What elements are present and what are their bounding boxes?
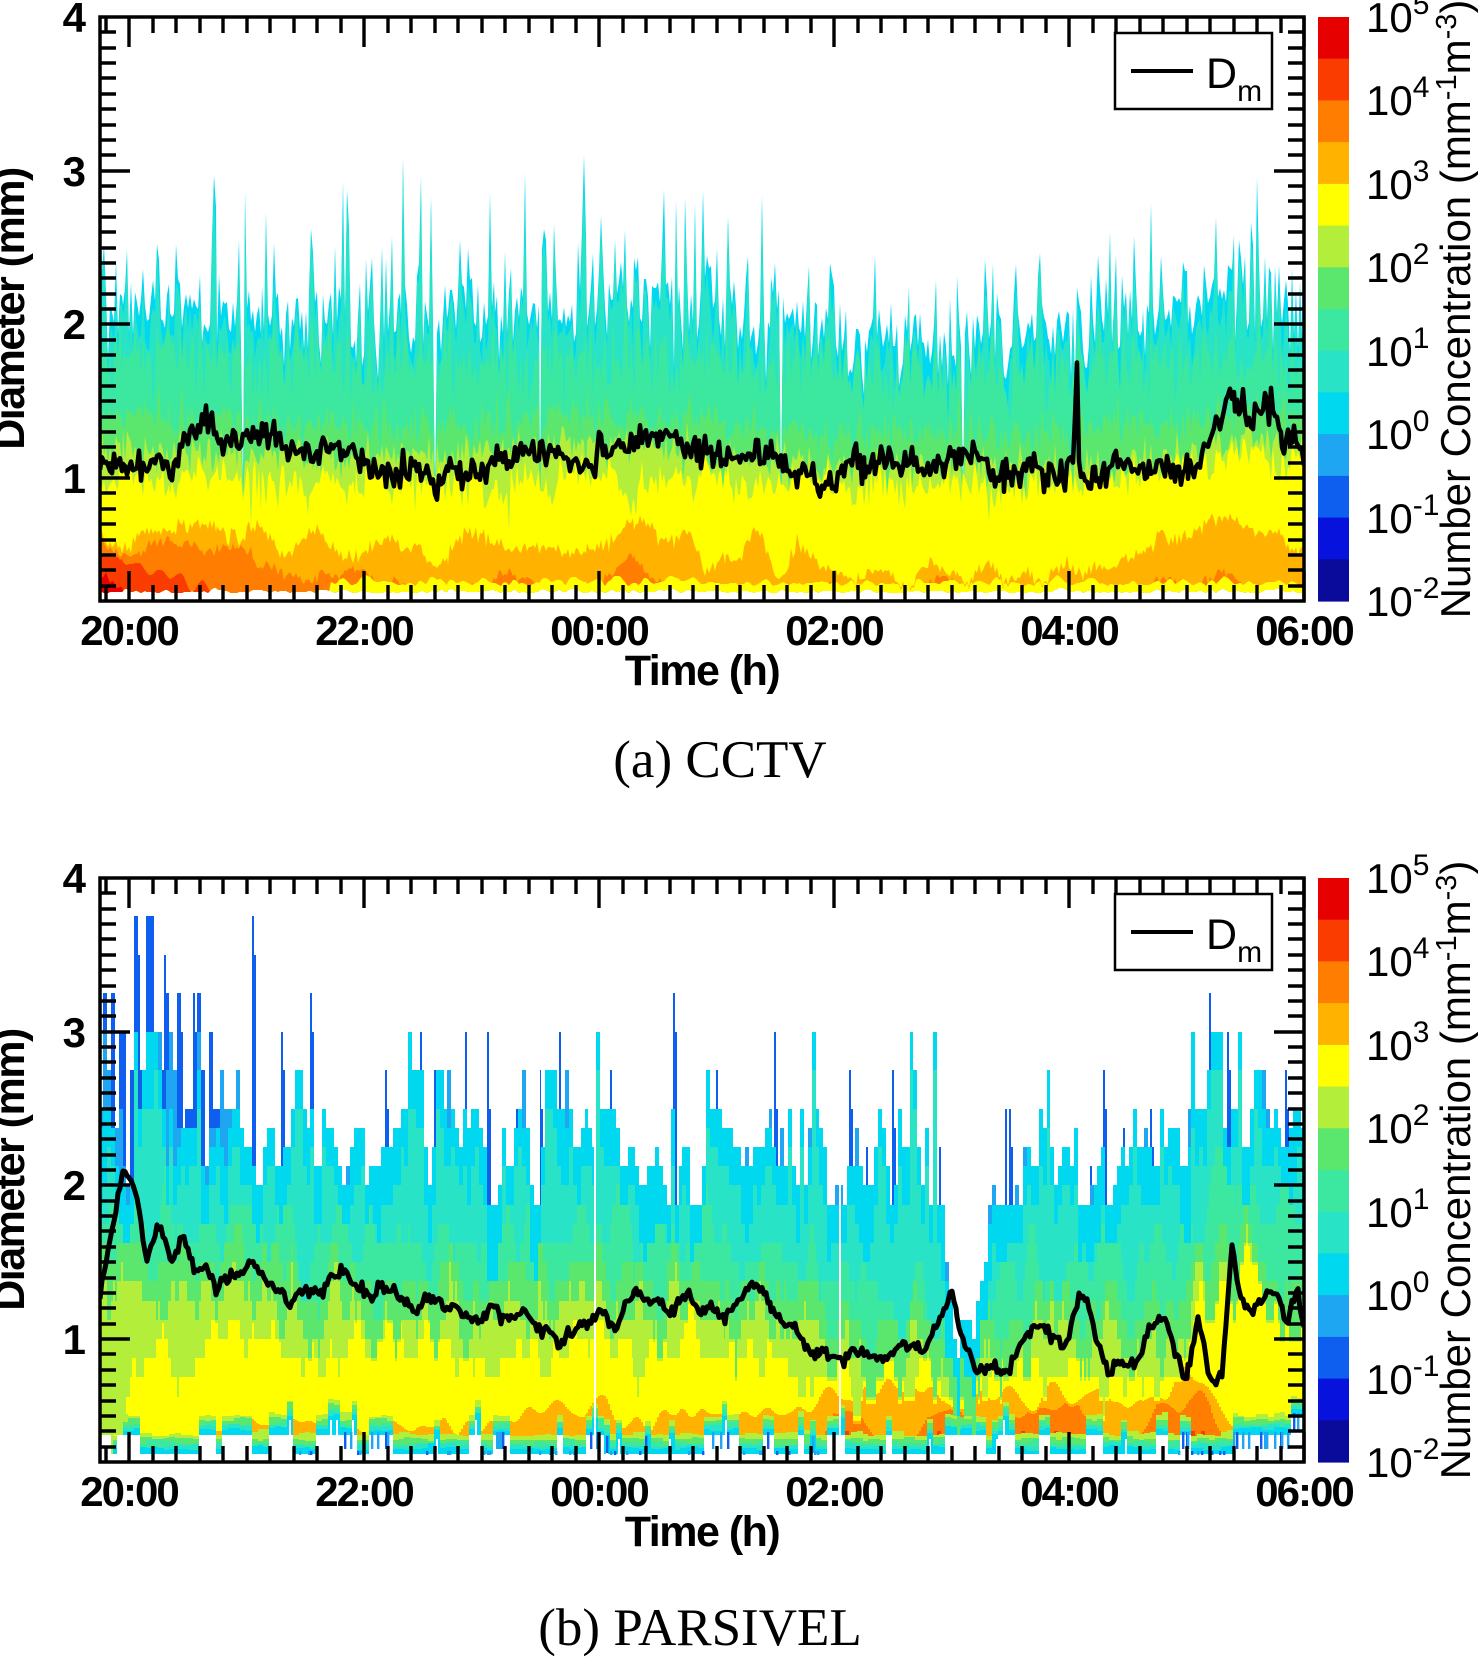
svg-text:20:00: 20:00 <box>80 1468 178 1515</box>
svg-text:4: 4 <box>63 855 87 902</box>
svg-text:Diameter (mm): Diameter (mm) <box>0 1029 34 1311</box>
svg-text:00:00: 00:00 <box>550 607 648 654</box>
svg-text:Number Concentration (mm-1m-3): Number Concentration (mm-1m-3) <box>1431 0 1478 618</box>
svg-text:02:00: 02:00 <box>785 607 883 654</box>
svg-text:04:00: 04:00 <box>1020 607 1118 654</box>
svg-text:101: 101 <box>1366 322 1429 375</box>
svg-text:02:00: 02:00 <box>785 1468 883 1515</box>
svg-text:22:00: 22:00 <box>315 607 413 654</box>
svg-text:102: 102 <box>1366 238 1429 291</box>
svg-text:(a) CCTV: (a) CCTV <box>613 731 826 789</box>
svg-text:Time (h): Time (h) <box>625 1508 780 1556</box>
svg-text:103: 103 <box>1366 1016 1429 1069</box>
svg-text:3: 3 <box>63 1009 85 1056</box>
svg-text:Diameter (mm): Diameter (mm) <box>0 168 34 450</box>
svg-text:1: 1 <box>63 1316 86 1363</box>
svg-text:06:00: 06:00 <box>1255 1468 1353 1515</box>
svg-text:4: 4 <box>63 0 87 41</box>
svg-text:22:00: 22:00 <box>315 1468 413 1515</box>
svg-text:2: 2 <box>63 301 85 348</box>
svg-text:10-2: 10-2 <box>1366 572 1439 625</box>
svg-text:3: 3 <box>63 148 85 195</box>
svg-text:Time (h): Time (h) <box>625 647 780 695</box>
svg-text:20:00: 20:00 <box>80 607 178 654</box>
svg-text:2: 2 <box>63 1162 85 1209</box>
svg-text:(b) PARSIVEL: (b) PARSIVEL <box>538 1599 861 1657</box>
svg-text:1: 1 <box>63 455 86 502</box>
svg-text:00:00: 00:00 <box>550 1468 648 1515</box>
svg-text:04:00: 04:00 <box>1020 1468 1118 1515</box>
svg-text:Number Concentration (mm-1m-3): Number Concentration (mm-1m-3) <box>1431 861 1478 1480</box>
svg-text:10-1: 10-1 <box>1366 1350 1439 1403</box>
svg-text:06:00: 06:00 <box>1255 607 1353 654</box>
